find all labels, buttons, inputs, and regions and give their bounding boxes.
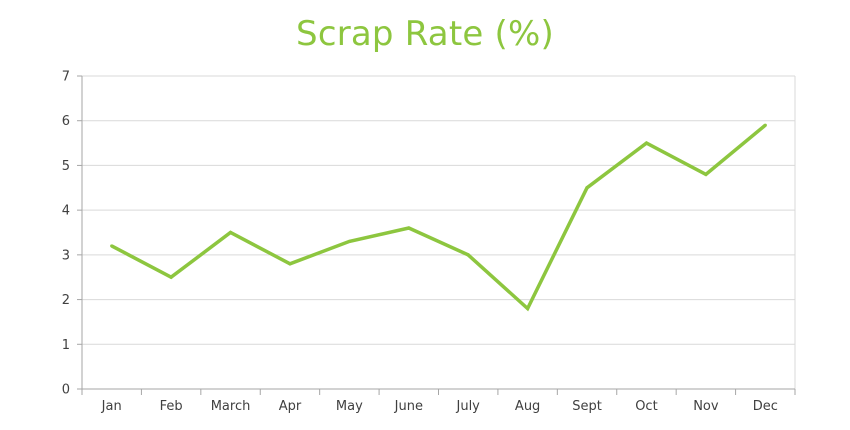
data-point xyxy=(228,230,233,235)
x-tick-label: March xyxy=(211,399,251,414)
data-point xyxy=(288,262,292,266)
y-tick-labels: 0 1 2 3 4 5 6 7 xyxy=(62,70,70,398)
x-tick-label: Sept xyxy=(572,399,602,414)
x-tick-labels: Jan Feb March Apr May June July Aug Sept Oct Nov De… xyxy=(101,399,778,414)
data-point xyxy=(347,239,351,244)
y-tick-label: 6 xyxy=(62,114,70,129)
y-tick-label: 7 xyxy=(62,70,70,85)
y-tick-label: 3 xyxy=(62,248,70,263)
x-tick-label: Oct xyxy=(635,399,657,414)
data-point xyxy=(466,253,470,257)
y-tick-label: 1 xyxy=(62,338,70,353)
x-tick-label: June xyxy=(394,399,423,414)
y-tick-label: 2 xyxy=(62,293,70,308)
series-line xyxy=(110,123,767,312)
axes xyxy=(77,75,796,395)
data-point xyxy=(763,123,767,127)
y-tick-label: 0 xyxy=(62,383,70,398)
x-tick-label: Aug xyxy=(515,399,540,414)
data-point xyxy=(644,141,649,145)
data-point xyxy=(407,226,411,230)
x-tick-label: Feb xyxy=(160,399,183,414)
chart-title: Scrap Rate (%) xyxy=(296,14,554,54)
x-tick-label: Nov xyxy=(693,399,719,414)
y-tick-label: 4 xyxy=(62,204,70,219)
y-tick-label: 5 xyxy=(62,159,70,174)
data-point xyxy=(110,244,114,248)
x-tick-label: May xyxy=(336,399,363,414)
data-point xyxy=(526,306,530,311)
data-point xyxy=(585,186,589,190)
data-point xyxy=(704,172,708,176)
series-layer xyxy=(110,123,767,312)
x-tick-label: Jan xyxy=(101,399,122,414)
x-tick-label: Apr xyxy=(279,399,302,414)
x-tick-label: Dec xyxy=(753,399,778,414)
gridlines xyxy=(82,75,796,389)
data-point xyxy=(169,275,173,279)
x-tick-label: July xyxy=(456,399,481,414)
